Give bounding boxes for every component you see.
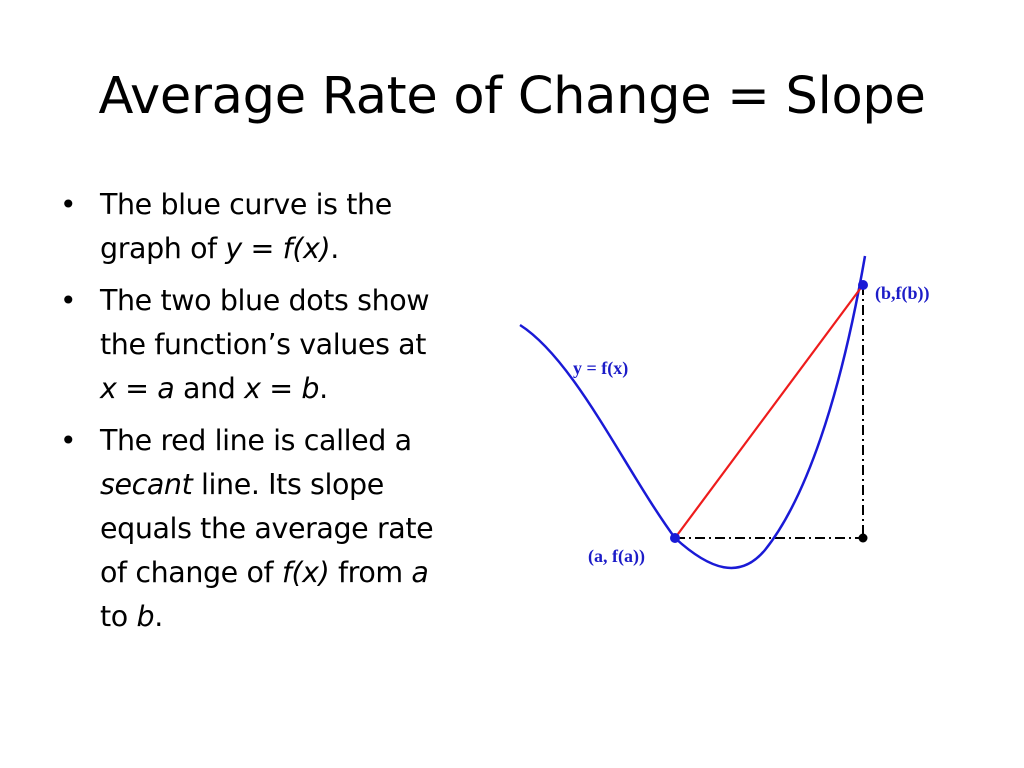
secant-line (674, 284, 864, 539)
bullet-text: from (329, 556, 412, 589)
bullet-text-italic: x = b (244, 372, 320, 405)
bullet-line: to b. (100, 595, 496, 639)
bullet-dot-icon: • (60, 284, 77, 317)
bullet-text: The blue curve is the (100, 188, 392, 221)
bullet-text: The red line is called a (100, 424, 412, 457)
bullet-line: The two blue dots show (100, 279, 496, 323)
bullet-dot-icon: • (60, 424, 77, 457)
bullet-list: • The blue curve is the graph of y = f(x).… (56, 183, 496, 647)
function-curve (519, 255, 867, 570)
bullet-text: graph of (100, 232, 226, 265)
point-a-label: (a, f(a)) (588, 546, 645, 567)
bullet-text: The two blue dots show (100, 284, 430, 317)
bullet-item: • The blue curve is the graph of y = f(x). (56, 183, 496, 271)
bullet-text-italic: y = f(x) (225, 232, 331, 265)
bullet-text: . (319, 372, 328, 405)
bullet-line: the function’s values at (100, 323, 496, 367)
point-b-dot (858, 280, 868, 290)
corner-dot (858, 533, 868, 543)
bullet-text-italic: x = a (100, 372, 175, 405)
bullet-text: and (174, 372, 245, 405)
bullet-item: • The red line is called a secant line. It… (56, 419, 496, 639)
bullet-line: The red line is called a (100, 419, 496, 463)
point-b-label: (b,f(b)) (875, 283, 930, 304)
bullet-text-italic: secant (100, 468, 193, 501)
graph: y = f(x) (a, f(a)) (b,f(b)) (519, 255, 930, 570)
bullet-text: equals the average rate (100, 512, 434, 545)
bullet-text: of change of (100, 556, 282, 589)
point-a-dot (670, 533, 680, 543)
bullet-line: secant line. Its slope (100, 463, 496, 507)
bullet-text: line. Its slope (192, 468, 384, 501)
bullet-line: of change of f(x) from a (100, 551, 496, 595)
bullet-text: . (330, 232, 339, 265)
bullet-text: the function’s values at (100, 328, 427, 361)
bullet-line: x = a and x = b. (100, 367, 496, 411)
bullet-text: to (100, 600, 137, 633)
bullet-text-italic: f(x) (281, 556, 330, 589)
bullet-text: . (154, 600, 163, 633)
slide-title: Average Rate of Change = Slope (98, 67, 926, 126)
bullet-line: graph of y = f(x). (100, 227, 496, 271)
curve-label: y = f(x) (573, 358, 628, 379)
bullet-text-italic: b (136, 600, 155, 633)
bullet-dot-icon: • (60, 188, 77, 221)
bullet-item: • The two blue dots show the function’s va… (56, 279, 496, 411)
bullet-line: The blue curve is the (100, 183, 496, 227)
bullet-line: equals the average rate (100, 507, 496, 551)
bullet-text-italic: a (411, 556, 429, 589)
